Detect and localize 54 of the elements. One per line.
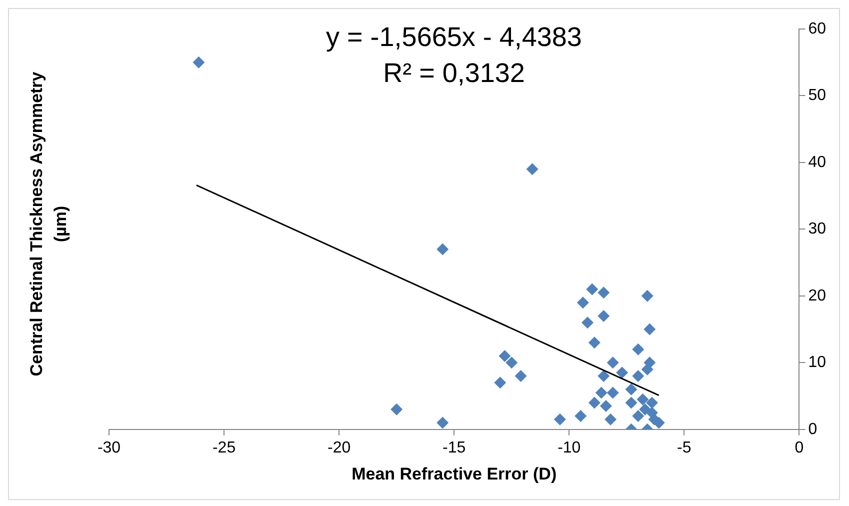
annotation: y = -1,5665x - 4,4383 — [326, 22, 582, 52]
point — [390, 403, 403, 416]
point — [554, 413, 566, 426]
y-tick-label: 10 — [808, 354, 826, 372]
point — [625, 383, 638, 396]
y-tick-label: 40 — [808, 154, 826, 171]
point — [639, 403, 652, 416]
point — [641, 290, 654, 302]
point — [616, 366, 628, 379]
point — [498, 350, 511, 362]
x-tick-label: -20 — [328, 439, 351, 456]
y-tick-label: 60 — [808, 20, 826, 38]
x-tick-label: -25 — [212, 439, 236, 456]
y-tick-label: 20 — [808, 287, 826, 304]
point — [574, 410, 587, 422]
point — [606, 386, 619, 399]
point — [646, 396, 658, 409]
point — [192, 56, 205, 68]
point — [625, 396, 638, 409]
y-tick-label: 50 — [808, 87, 826, 104]
point — [595, 386, 608, 399]
y-tick-label: 0 — [808, 420, 818, 438]
point — [576, 296, 589, 309]
x-tick-label: 0 — [794, 439, 804, 456]
x-tick-label: -5 — [677, 439, 692, 456]
point — [598, 370, 610, 382]
point — [582, 316, 594, 329]
point — [436, 416, 449, 429]
x-tick-label: -30 — [97, 439, 121, 456]
point — [436, 243, 449, 256]
y-axis-title: Central Retinal Thickness Asymmetry (µm) — [26, 70, 71, 378]
point — [494, 376, 506, 389]
point — [598, 310, 610, 322]
point — [586, 283, 598, 296]
x-tick-label: -15 — [442, 439, 466, 456]
point — [644, 323, 656, 336]
point — [588, 336, 600, 349]
x-tick-label: -10 — [558, 439, 581, 456]
point — [604, 413, 617, 426]
point — [526, 163, 538, 176]
point — [598, 286, 610, 299]
point — [514, 370, 527, 382]
point — [606, 356, 619, 369]
point — [588, 396, 600, 409]
x-axis-title: Mean Refractive Error (D) — [352, 464, 557, 484]
point — [600, 400, 612, 412]
point — [632, 370, 644, 382]
point — [632, 343, 644, 356]
y-tick-label: 30 — [808, 220, 826, 238]
annotation: R² = 0,3132 — [383, 58, 525, 88]
point — [636, 393, 649, 406]
point — [632, 410, 644, 422]
point — [641, 363, 654, 376]
point — [506, 356, 518, 369]
